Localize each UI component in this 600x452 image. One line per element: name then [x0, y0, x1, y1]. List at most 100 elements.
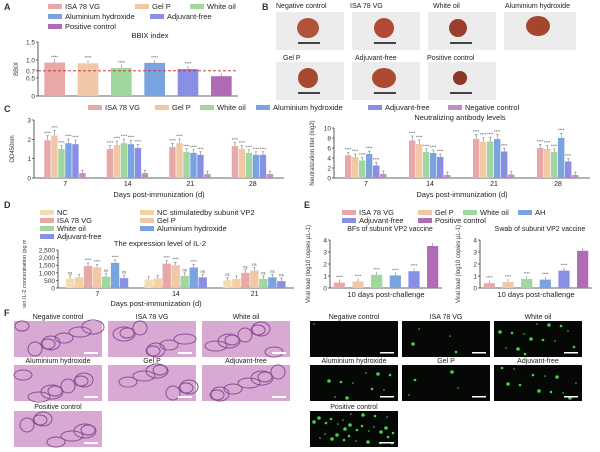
legend-swatch	[40, 226, 54, 231]
significance-label: ns	[122, 270, 126, 275]
legend-swatch	[418, 218, 432, 223]
significance-label: ns	[104, 268, 108, 273]
significance-label: ****	[486, 275, 493, 280]
follicle	[40, 384, 64, 400]
significance-label: ****	[416, 134, 423, 139]
significance-label: ns	[279, 273, 283, 278]
significance-label: ****	[135, 139, 142, 144]
bar	[277, 281, 286, 288]
chart-title: The expression level of IL-2	[114, 240, 206, 248]
fluorescence-spot	[339, 380, 343, 384]
fluorescence-spot	[537, 389, 541, 393]
significance-label: ****	[544, 140, 551, 145]
significance-label: ****	[58, 140, 65, 145]
bar	[111, 67, 132, 96]
tile-label: Aluminium hydroxide	[26, 358, 91, 365]
legend-swatch	[155, 105, 169, 110]
x-tick-label: 7	[95, 291, 99, 298]
bar	[65, 143, 72, 178]
bar	[110, 262, 120, 288]
legend-item: Gel P	[418, 208, 454, 217]
panel-label-a: A	[4, 2, 11, 12]
follicle	[73, 423, 97, 439]
y-tick-label: 3	[473, 250, 477, 257]
bar	[119, 278, 129, 288]
fluorescence-spot	[513, 368, 515, 370]
significance-label: ****	[114, 136, 121, 141]
scale-bar	[564, 352, 578, 354]
x-tick-label: 28	[249, 181, 257, 188]
follicle	[60, 378, 76, 394]
bar	[359, 160, 366, 178]
fluorescence-spot	[500, 366, 504, 370]
fluorescence-spot	[373, 426, 375, 428]
significance-label: ****	[423, 143, 430, 148]
tile-label: White oil	[233, 314, 260, 321]
fluorescence-spot	[373, 414, 377, 418]
follicle	[204, 340, 228, 352]
bar	[211, 76, 232, 96]
follicle	[80, 424, 96, 436]
follicle	[237, 327, 253, 343]
bar	[544, 149, 551, 178]
fluorescence-spot	[541, 338, 545, 342]
significance-label: ****	[232, 137, 239, 142]
y-tick-label: 6	[327, 146, 331, 153]
bar	[74, 277, 84, 288]
bar	[223, 280, 232, 288]
y-tick-label: 0	[323, 286, 327, 293]
legend-item: Adjuvant-free	[368, 103, 430, 112]
bar	[72, 144, 79, 178]
tile-label: Adjuvant-free	[517, 358, 559, 365]
bar	[241, 272, 250, 288]
fluorescence-spot	[330, 437, 334, 441]
significance-label: ****	[151, 55, 158, 60]
bar	[176, 143, 183, 178]
legend-item: White oil	[190, 2, 236, 11]
follicle	[27, 391, 51, 403]
bar	[268, 277, 277, 288]
significance-label: ****	[473, 129, 480, 134]
significance-label: ****	[197, 146, 204, 151]
legend-swatch	[342, 210, 356, 215]
significance-label: ****	[505, 274, 512, 279]
photo-label: Positive control	[427, 55, 475, 62]
follicle	[81, 319, 105, 335]
bar	[204, 174, 211, 178]
significance-label: ****	[183, 143, 190, 148]
x-tick-label: 14	[172, 291, 180, 298]
x-tick-label: 14	[426, 181, 434, 188]
y-tick-label: 0	[51, 286, 55, 293]
bar	[345, 155, 352, 178]
follicle	[19, 417, 35, 433]
tile-label: Positive control	[34, 404, 82, 411]
bar	[473, 139, 480, 178]
follicle	[251, 321, 271, 337]
bar	[245, 152, 253, 178]
bar	[494, 139, 501, 178]
fluorescence-spot	[347, 434, 351, 438]
y-axis-label: BBIX	[14, 62, 20, 76]
follicle	[224, 334, 240, 346]
legend-swatch	[463, 210, 477, 215]
bar	[501, 151, 508, 178]
fluorescence-spot	[312, 420, 316, 424]
significance-label: ****	[51, 55, 58, 60]
y-tick-label: 4	[473, 238, 477, 245]
fluorescence-spot	[368, 430, 370, 432]
scale-bar	[272, 352, 286, 354]
bar	[144, 62, 165, 96]
follicle	[145, 345, 161, 357]
significance-label: ns	[182, 267, 186, 272]
bar	[153, 278, 162, 288]
fluorescence-spot	[457, 387, 459, 389]
follicle	[54, 332, 74, 344]
fluorescence-spot	[365, 372, 367, 374]
panel-label-e: E	[304, 200, 311, 210]
chart-title: Neutralizing antibody levels	[414, 113, 506, 122]
bar	[238, 149, 246, 178]
fluorescence-spot	[361, 413, 365, 417]
fluorescence-spot	[386, 416, 388, 418]
tile-label: ISA 78 VG	[136, 314, 169, 321]
he-image	[108, 365, 196, 401]
